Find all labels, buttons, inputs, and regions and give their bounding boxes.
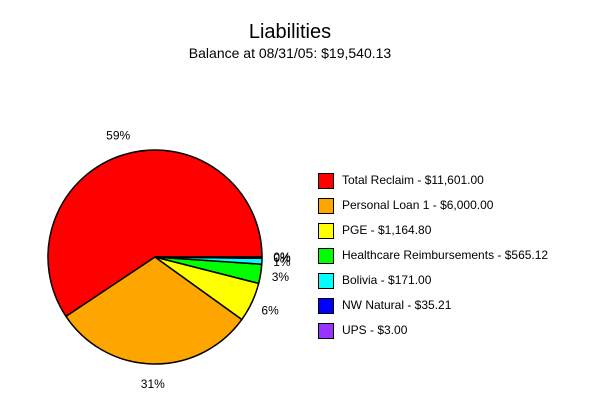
legend-swatch bbox=[318, 323, 334, 339]
legend-swatch bbox=[318, 273, 334, 289]
slice-percent-label: 3% bbox=[272, 270, 290, 284]
legend-label: Total Reclaim - $11,601.00 bbox=[342, 173, 484, 187]
legend-label: NW Natural - $35.21 bbox=[342, 298, 452, 312]
legend-label: Personal Loan 1 - $6,000.00 bbox=[342, 198, 494, 212]
legend-swatch bbox=[318, 173, 334, 189]
legend-label: Bolivia - $171.00 bbox=[342, 273, 432, 287]
legend-label: PGE - $1,164.80 bbox=[342, 223, 432, 237]
slice-percent-label: 0% bbox=[273, 250, 291, 264]
legend-label: UPS - $3.00 bbox=[342, 323, 408, 337]
legend-label: Healthcare Reimbursements - $565.12 bbox=[342, 248, 549, 262]
legend-swatch bbox=[318, 223, 334, 239]
slice-percent-label: 0% bbox=[273, 251, 291, 265]
chart-subtitle: Balance at 08/31/05: $19,540.13 bbox=[188, 45, 392, 61]
slice-percent-label: 1% bbox=[273, 255, 291, 269]
legend-swatch bbox=[318, 198, 334, 214]
pie-slice bbox=[65, 256, 243, 365]
slice-percent-label: 59% bbox=[106, 129, 130, 143]
legend-swatch bbox=[318, 248, 334, 264]
chart-title: Liabilities bbox=[248, 21, 332, 43]
legend-swatch bbox=[318, 298, 334, 314]
slice-percent-label: 31% bbox=[141, 377, 165, 391]
pie-slice bbox=[47, 149, 263, 318]
slice-percent-label: 6% bbox=[261, 304, 279, 318]
